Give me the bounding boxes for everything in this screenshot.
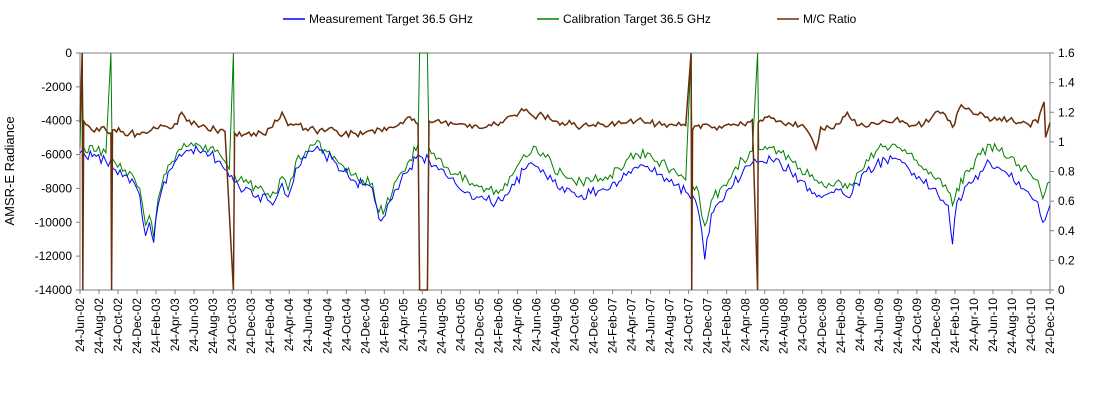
x-tick-label: 24-Oct-08: [796, 298, 810, 352]
x-tick-label: 24-Feb-07: [606, 298, 620, 354]
x-tick-label: 24-Feb-10: [948, 298, 962, 354]
left-axis: 0 -2000 -4000 -6000 -8000 -10000 -12000 -14000: [35, 46, 80, 297]
x-tick-label: 24-Jun-03: [187, 298, 201, 352]
x-tick-label: 24-Apr-09: [853, 298, 867, 352]
x-tick-label: 24-Feb-09: [834, 298, 848, 354]
x-tick-label: 24-Aug-05: [434, 298, 448, 354]
x-tick-label: 24-Aug-03: [206, 298, 220, 354]
right-tick-label: 0: [1058, 283, 1065, 297]
x-tick-label: 24-Aug-04: [320, 298, 334, 354]
x-tick-label: 24-Apr-07: [625, 298, 639, 352]
x-tick-label: 24-Dec-07: [701, 298, 715, 354]
x-tick-label: 24-Jun-04: [301, 298, 315, 352]
x-tick-label: 24-Dec-08: [815, 298, 829, 354]
plot-frame: [79, 52, 1051, 291]
left-tick-label: -8000: [41, 181, 72, 195]
x-tick-label: 24-Apr-05: [396, 298, 410, 352]
x-tick-label: 24-Oct-09: [910, 298, 924, 352]
left-tick-label: -4000: [41, 114, 72, 128]
x-tick-label: 24-Feb-08: [720, 298, 734, 354]
left-tick-label: -14000: [35, 283, 73, 297]
x-tick-label: 24-Jun-09: [872, 298, 886, 352]
x-tick-label: 24-Feb-03: [149, 298, 163, 354]
right-axis: 1.6 1.4 1.2 1 0.8 0.6 0.4 0.2 0: [1050, 46, 1075, 297]
legend-label: Calibration Target 36.5 GHz: [563, 12, 711, 26]
x-tick-label: 24-Oct-02: [111, 298, 125, 352]
x-tick-label: 24-Aug-06: [548, 298, 562, 354]
x-tick-label: 24-Jun-10: [986, 298, 1000, 352]
left-tick-label: 0: [65, 46, 72, 60]
x-tick-label: 24-Dec-02: [130, 298, 144, 354]
x-tick-label: 24-Feb-05: [377, 298, 391, 354]
x-tick-label: 24-Dec-05: [472, 298, 486, 354]
x-tick-label: 24-Dec-09: [929, 298, 943, 354]
series-line-1: [79, 144, 1051, 260]
x-tick-label: 24-Aug-10: [1005, 298, 1019, 354]
x-tick-label: 24-Apr-10: [967, 298, 981, 352]
right-tick-label: 0.2: [1058, 253, 1075, 267]
right-tick-label: 1.2: [1058, 105, 1075, 119]
right-tick-label: 1.6: [1058, 46, 1075, 60]
x-tick-label: 24-Jun-07: [644, 298, 658, 352]
x-tick-label: 24-Jun-05: [415, 298, 429, 352]
x-tick-label: 24-Oct-05: [453, 298, 467, 352]
left-tick-label: -12000: [35, 249, 73, 263]
x-tick-label: 24-Feb-06: [491, 298, 505, 354]
x-tick-label: 24-Jun-06: [529, 298, 543, 352]
x-tick-label: 24-Apr-08: [739, 298, 753, 352]
right-tick-label: 0.6: [1058, 194, 1075, 208]
right-tick-label: 1.4: [1058, 76, 1075, 90]
legend-label: M/C Ratio: [803, 12, 857, 26]
right-tick-label: 1: [1058, 135, 1065, 149]
plot-area: [79, 52, 1051, 291]
x-tick-label: 24-Oct-07: [682, 298, 696, 352]
right-tick-label: 0.4: [1058, 224, 1075, 238]
x-tick-label: 24-Aug-02: [92, 298, 106, 354]
x-tick-label: 24-Oct-06: [568, 298, 582, 352]
x-tick-label: 24-Aug-08: [777, 298, 791, 354]
x-tick-label: 24-Dec-06: [587, 298, 601, 354]
x-axis: 24-Jun-02 24-Aug-02 24-Oct-02 24-Dec-02 24-F…: [73, 290, 1057, 354]
x-tick-label: 24-Apr-03: [168, 298, 182, 352]
x-tick-label: 24-Feb-04: [263, 298, 277, 354]
x-tick-label: 24-Oct-03: [225, 298, 239, 352]
x-tick-label: 24-Oct-04: [339, 298, 353, 352]
legend-label: Measurement Target 36.5 GHz: [309, 12, 473, 26]
x-tick-label: 24-Aug-09: [891, 298, 905, 354]
left-tick-label: -2000: [41, 80, 72, 94]
left-tick-label: -6000: [41, 148, 72, 162]
legend: Measurement Target 36.5 GHz Calibration T…: [283, 12, 857, 26]
right-tick-label: 0.8: [1058, 165, 1075, 179]
x-tick-label: 24-Apr-06: [510, 298, 524, 352]
y-axis-title: AMSR-E Radiance: [2, 116, 17, 225]
x-tick-label: 24-Jun-02: [73, 298, 87, 352]
x-tick-label: 24-Dec-10: [1043, 298, 1057, 354]
series-line-3: [79, 52, 1051, 291]
x-tick-label: 24-Aug-07: [663, 298, 677, 354]
x-tick-label: 24-Oct-10: [1024, 298, 1038, 352]
x-tick-label: 24-Dec-04: [358, 298, 372, 354]
left-tick-label: -10000: [35, 215, 73, 229]
x-tick-label: 24-Dec-03: [244, 298, 258, 354]
x-tick-label: 24-Jun-08: [758, 298, 772, 352]
x-tick-label: 24-Apr-04: [282, 298, 296, 352]
series-line-2: [79, 52, 1051, 238]
